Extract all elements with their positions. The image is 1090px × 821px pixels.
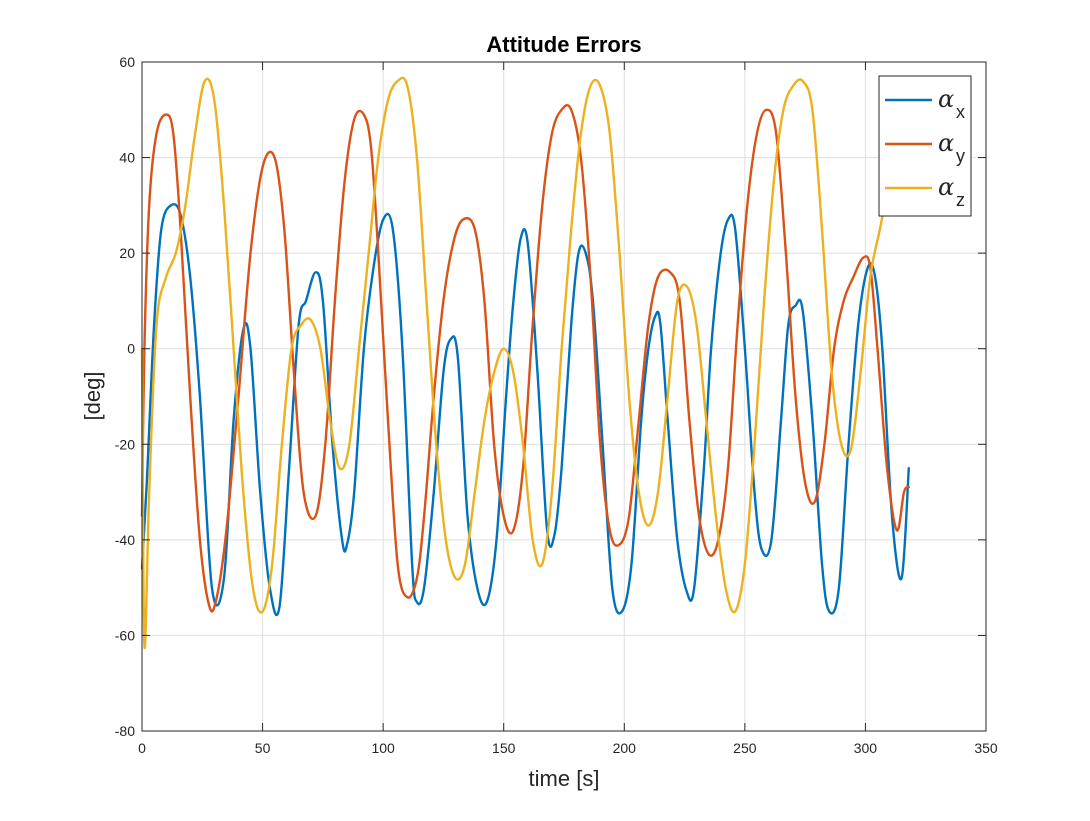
x-axis-ticks: 0 50 100 150 200 250 300 350 — [138, 62, 998, 756]
x-tick-label: 100 — [371, 740, 395, 756]
legend-entry-alpha-x-symbol: α — [938, 85, 954, 113]
legend: α xα yα z — [878, 75, 972, 217]
y-tick-label: 20 — [119, 245, 135, 261]
series-alpha-z-line — [140, 76, 910, 650]
x-tick-label: 150 — [492, 740, 516, 756]
legend-entry-alpha-z-subscript: z — [956, 190, 965, 210]
legend-entry-alpha-y-subscript: y — [956, 146, 965, 166]
y-tick-label: 0 — [127, 341, 135, 357]
legend-entry-alpha-y-symbol: α — [938, 129, 954, 157]
x-axis-label: time [s] — [529, 766, 600, 791]
chart-title: Attitude Errors — [486, 32, 641, 57]
x-tick-label: 350 — [974, 740, 998, 756]
y-tick-label: 60 — [119, 54, 135, 70]
series-layer — [140, 76, 910, 650]
y-axis-ticks: -80 -60 -40 -20 0 20 40 60 — [115, 54, 986, 739]
legend-entry-alpha-z-symbol: α — [938, 173, 954, 201]
y-axis-label: [deg] — [80, 372, 105, 421]
legend-entry-alpha-x-subscript: x — [956, 102, 965, 122]
x-tick-label: 50 — [255, 740, 271, 756]
y-tick-label: -80 — [115, 723, 135, 739]
plot-area — [142, 62, 986, 731]
x-tick-label: 0 — [138, 740, 146, 756]
x-tick-label: 200 — [613, 740, 637, 756]
series-alpha-x-line — [140, 202, 910, 617]
y-tick-label: -20 — [115, 436, 135, 452]
plot-frame — [141, 61, 987, 732]
x-tick-label: 250 — [733, 740, 757, 756]
series-alpha-y-line — [140, 104, 910, 613]
y-tick-label: -60 — [115, 627, 135, 643]
y-tick-label: 40 — [119, 150, 135, 166]
y-tick-label: -40 — [115, 532, 135, 548]
x-tick-label: 300 — [854, 740, 878, 756]
